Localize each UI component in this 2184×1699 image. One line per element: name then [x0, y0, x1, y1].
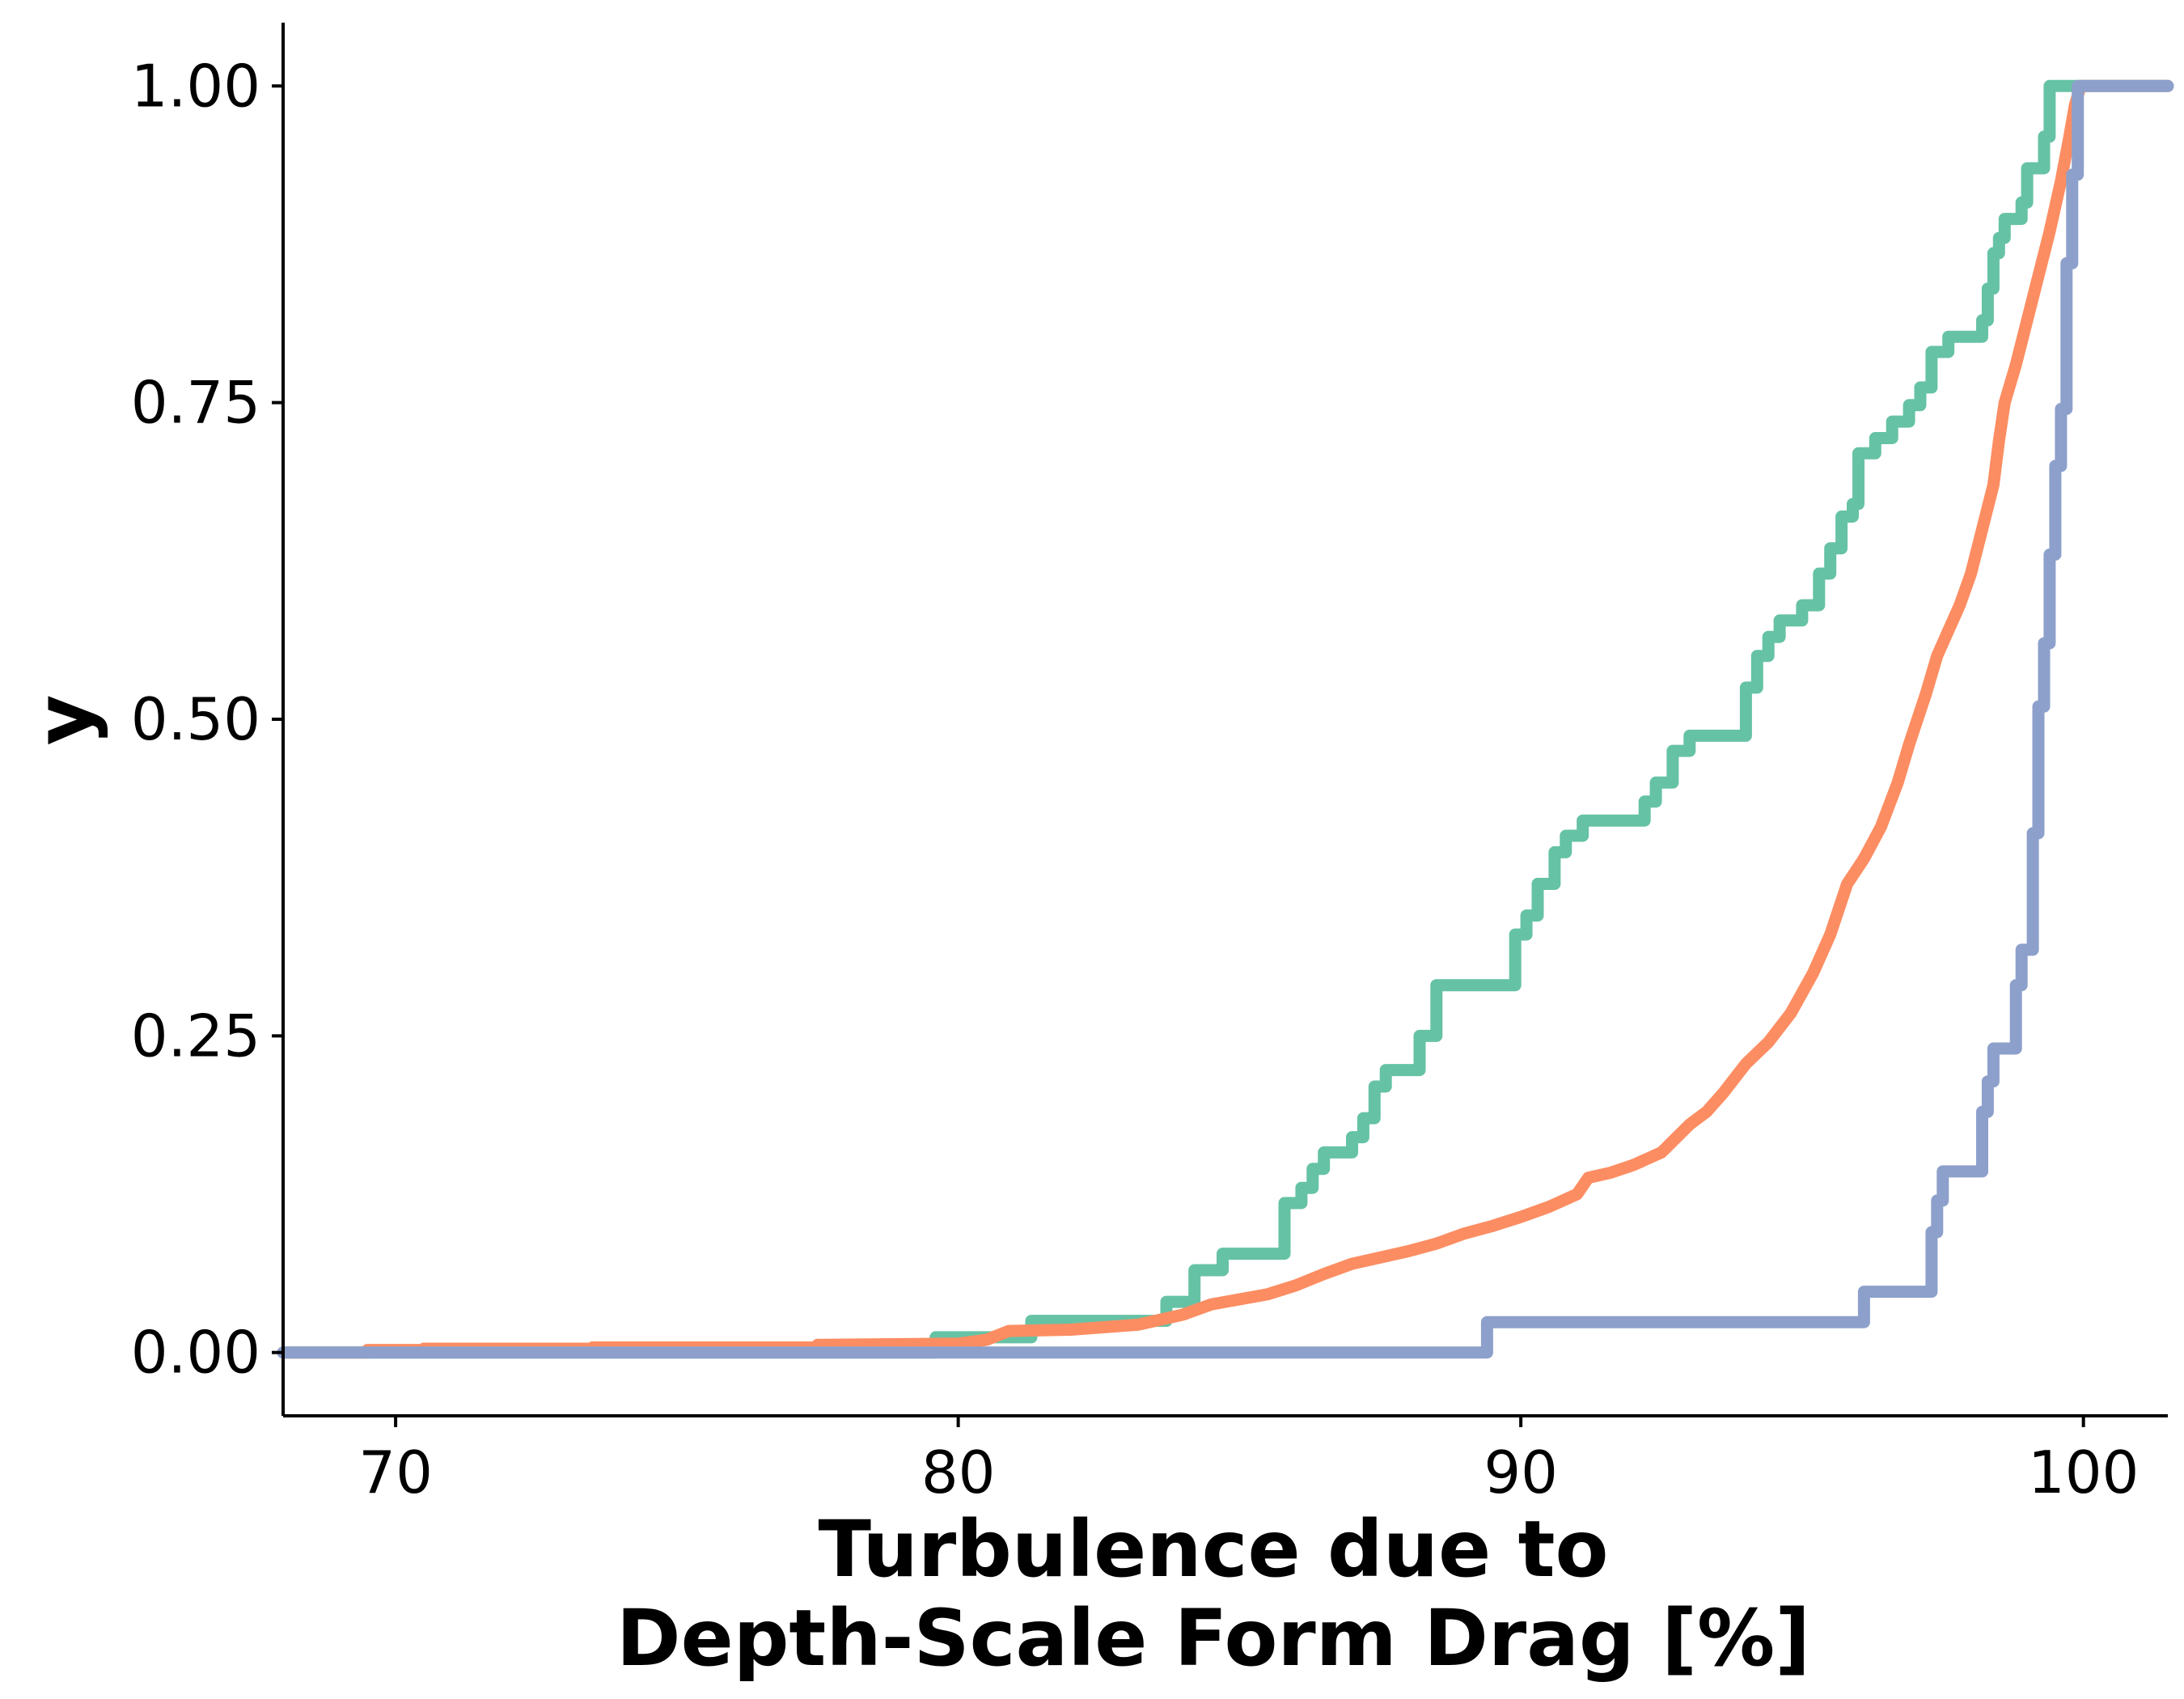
series-line-3	[277, 79, 2174, 1359]
series-line-1	[277, 79, 2174, 1359]
x-axis-ticks: 70 80 90 100	[358, 1416, 2139, 1506]
y-tick-label: 0.50	[131, 685, 260, 753]
y-axis-ticks: 0.00 0.25 0.50 0.75 1.00	[131, 52, 283, 1387]
y-tick-label: 0.25	[131, 1002, 260, 1070]
x-tick-label: 80	[921, 1438, 996, 1506]
y-tick-label: 0.00	[131, 1319, 260, 1387]
plot-series-group	[277, 79, 2174, 1359]
x-tick-label: 100	[2028, 1438, 2139, 1506]
x-tick-label: 70	[358, 1438, 433, 1506]
x-tick-label: 90	[1484, 1438, 1558, 1506]
x-axis-title-line-2: Depth-Scale Form Drag [%]	[616, 1593, 1810, 1684]
x-axis-title-line-1: Turbulence due to	[819, 1504, 1609, 1595]
series-line-2	[277, 79, 2174, 1359]
y-axis-title: y	[19, 695, 109, 746]
y-tick-label: 1.00	[131, 52, 260, 120]
y-tick-label: 0.75	[131, 369, 260, 437]
